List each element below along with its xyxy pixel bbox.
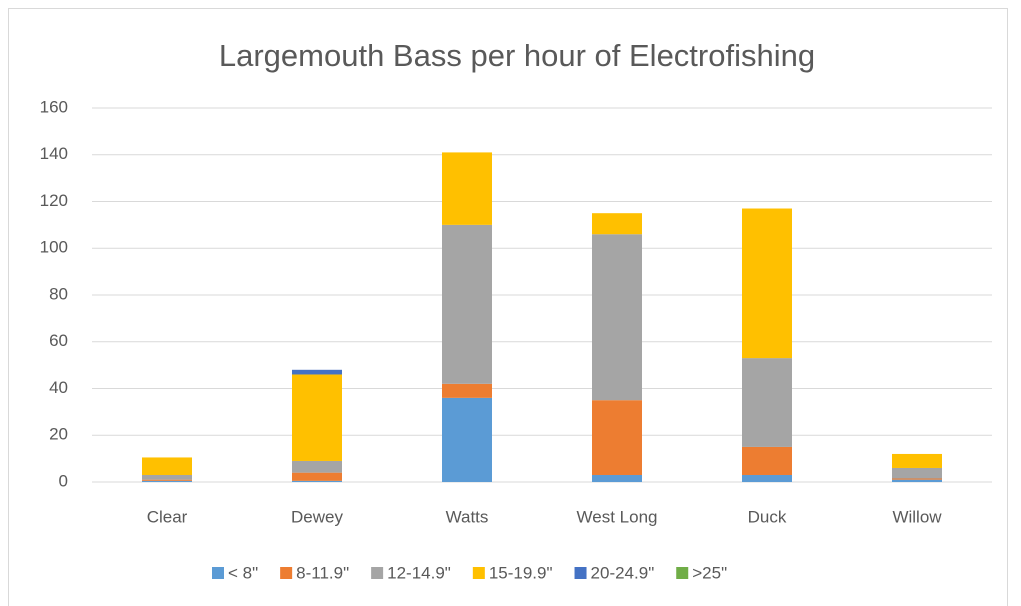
legend-label: 15-19.9" xyxy=(489,563,553,582)
bar-segment xyxy=(592,474,642,482)
legend-swatch xyxy=(574,567,587,579)
x-tick-label: West Long xyxy=(577,507,658,526)
y-tick-label: 0 xyxy=(59,471,68,490)
x-tick-label: Clear xyxy=(147,507,188,526)
bar-segment xyxy=(142,457,192,475)
bar-segment xyxy=(142,480,192,482)
x-tick-label: Dewey xyxy=(291,507,343,526)
bar-segment xyxy=(592,234,642,401)
x-tick-label: Duck xyxy=(748,507,787,526)
bar-segment xyxy=(292,374,342,461)
legend-label: < 8" xyxy=(228,563,258,582)
bar-segment xyxy=(742,446,792,475)
bar-segment xyxy=(592,213,642,235)
legend-swatch xyxy=(371,567,384,579)
y-tick-label: 160 xyxy=(40,97,68,116)
bar-segment xyxy=(292,369,342,375)
y-tick-label: 60 xyxy=(49,331,68,350)
bar-segment xyxy=(292,460,342,473)
y-tick-label: 40 xyxy=(49,378,68,397)
bar-segment xyxy=(592,400,642,475)
legend-swatch xyxy=(676,567,689,579)
bar-segment xyxy=(892,453,942,468)
legend-label: 12-14.9" xyxy=(387,563,451,582)
bar-segment xyxy=(742,358,792,447)
x-tick-label: Willow xyxy=(892,507,942,526)
chart-title: Largemouth Bass per hour of Electrofishi… xyxy=(219,38,815,73)
bar-segment xyxy=(892,467,942,479)
legend-label: 20-24.9" xyxy=(591,563,655,582)
bar-segment xyxy=(292,472,342,481)
bar-segment xyxy=(442,397,492,482)
bar-segment xyxy=(142,474,192,480)
legend-swatch xyxy=(280,567,293,579)
legend-swatch xyxy=(472,567,485,579)
legend-label: 8-11.9" xyxy=(296,563,349,582)
x-tick-label: Watts xyxy=(446,507,489,526)
y-tick-label: 120 xyxy=(40,191,68,210)
y-tick-label: 100 xyxy=(40,238,68,257)
bar-segment xyxy=(742,474,792,482)
y-tick-label: 140 xyxy=(40,144,68,163)
bar-segment xyxy=(142,479,192,481)
bar-segment xyxy=(442,224,492,384)
legend-label: >25" xyxy=(692,563,727,582)
bar-segment xyxy=(442,383,492,398)
y-tick-label: 80 xyxy=(49,284,68,303)
y-tick-label: 20 xyxy=(49,425,68,444)
bar-segment xyxy=(892,478,942,480)
bar-segment xyxy=(292,480,342,482)
bar-segment xyxy=(442,152,492,225)
bar-segment xyxy=(742,208,792,359)
bar-segment xyxy=(892,479,942,482)
legend-swatch xyxy=(212,567,224,579)
